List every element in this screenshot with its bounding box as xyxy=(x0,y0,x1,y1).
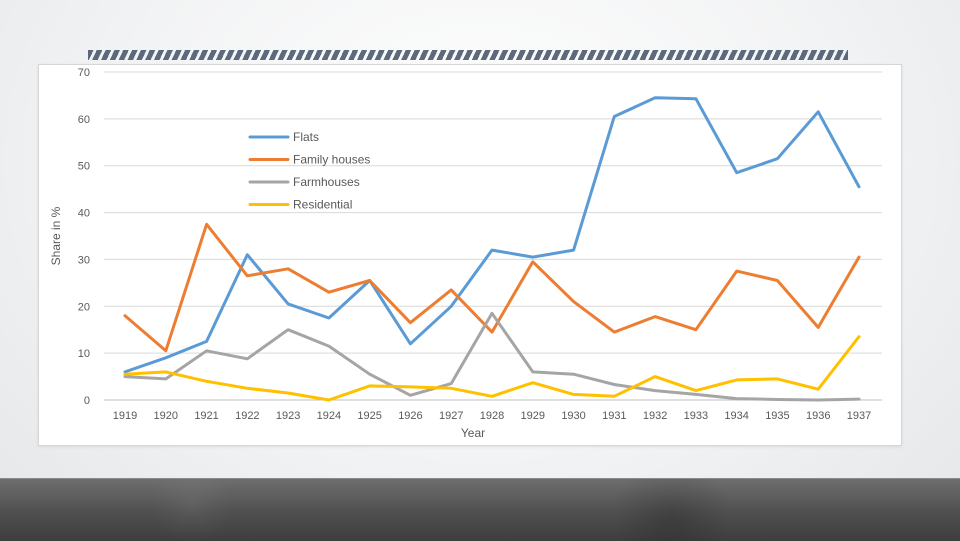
x-tick-1935: 1935 xyxy=(765,410,789,422)
y-tick-20: 20 xyxy=(78,301,90,313)
x-tick-1919: 1919 xyxy=(113,410,137,422)
x-tick-1934: 1934 xyxy=(724,410,748,422)
series-line-flats xyxy=(123,96,861,374)
x-tick-1928: 1928 xyxy=(480,410,504,422)
x-tick-1926: 1926 xyxy=(398,410,422,422)
series-line-residential xyxy=(123,335,861,402)
x-axis-title: Year xyxy=(461,426,485,440)
floor-band xyxy=(0,478,960,541)
chart-frame xyxy=(38,64,902,446)
series-line-family-houses xyxy=(123,222,861,353)
legend: Flats Family houses Farmhouses Residential xyxy=(248,130,370,212)
x-tick-1930: 1930 xyxy=(561,410,585,422)
x-tick-1931: 1931 xyxy=(602,410,626,422)
x-tick-1920: 1920 xyxy=(154,410,178,422)
series-line-farmhouses xyxy=(123,311,861,402)
x-tick-1923: 1923 xyxy=(276,410,300,422)
y-tick-50: 50 xyxy=(78,161,90,173)
x-tick-1932: 1932 xyxy=(643,410,667,422)
legend-label-family-houses: Family houses xyxy=(293,153,370,167)
x-tick-1927: 1927 xyxy=(439,410,463,422)
x-tick-labels: 1919 1920 1921 1922 1923 1924 1925 1926 1927 1928… xyxy=(113,410,871,422)
gridlines xyxy=(104,71,882,401)
x-tick-1924: 1924 xyxy=(317,410,341,422)
x-tick-1922: 1922 xyxy=(235,410,259,422)
decorative-stripe xyxy=(88,50,848,60)
x-tick-1936: 1936 xyxy=(806,410,830,422)
legend-label-residential: Residential xyxy=(293,198,352,212)
y-axis-title: Share in % xyxy=(49,206,63,265)
x-tick-1925: 1925 xyxy=(357,410,381,422)
x-tick-1937: 1937 xyxy=(847,410,871,422)
y-tick-30: 30 xyxy=(78,254,90,266)
x-tick-1921: 1921 xyxy=(194,410,218,422)
x-tick-1933: 1933 xyxy=(684,410,708,422)
y-tick-0: 0 xyxy=(84,395,90,407)
y-tick-10: 10 xyxy=(78,348,90,360)
legend-label-farmhouses: Farmhouses xyxy=(293,175,360,189)
series-lines xyxy=(123,96,861,402)
x-tick-1929: 1929 xyxy=(521,410,545,422)
y-tick-40: 40 xyxy=(78,208,90,220)
y-tick-60: 60 xyxy=(78,114,90,126)
y-tick-70: 70 xyxy=(78,67,90,79)
legend-label-flats: Flats xyxy=(293,130,319,144)
y-tick-labels: 0 10 20 30 40 50 60 70 xyxy=(78,67,90,407)
